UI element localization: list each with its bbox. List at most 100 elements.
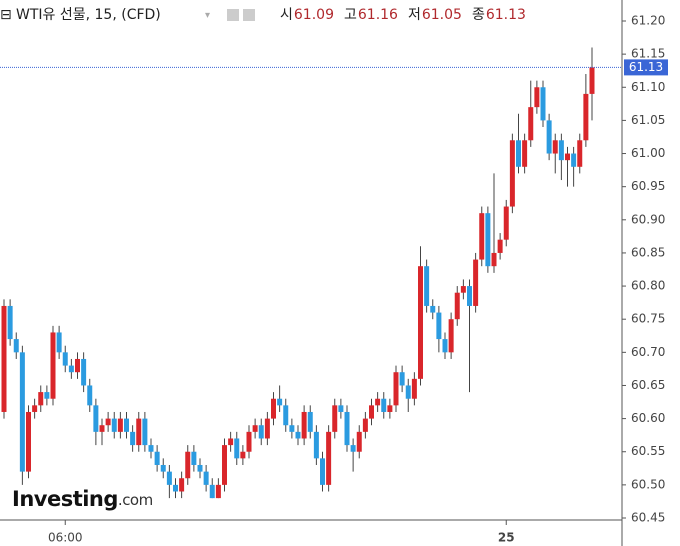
logo: Investing.com <box>12 487 153 511</box>
candle-body <box>307 411 313 432</box>
candle-body <box>418 266 423 379</box>
candle-body <box>448 319 454 353</box>
x-tick-label: 06:00 <box>48 531 83 545</box>
candle-body <box>105 418 111 426</box>
candle-body <box>75 358 80 373</box>
candle-body <box>577 140 583 167</box>
candle-body <box>258 425 264 439</box>
candle-body <box>326 431 332 485</box>
candle-body <box>124 418 129 432</box>
legend-label: 고 <box>344 7 357 23</box>
candle-body <box>424 266 430 306</box>
candle-body <box>228 438 234 446</box>
candle-body <box>252 425 258 432</box>
y-tick-label: 61.20 <box>631 14 665 28</box>
y-tick-label: 61.00 <box>631 146 665 160</box>
candle-body <box>460 286 466 293</box>
ohlc-legend: 시 61.09 고 61.16 저 61.05 종 61.13 <box>280 7 526 23</box>
logo-main: Investing <box>12 487 118 511</box>
candle-body <box>399 372 405 386</box>
x-tick-label: 25 <box>498 531 515 545</box>
y-tick-label: 60.60 <box>631 411 665 425</box>
plot <box>1 47 595 499</box>
y-tick-label: 60.65 <box>631 378 665 392</box>
candle-body <box>509 140 515 207</box>
candle-body <box>1 305 7 412</box>
visibility-icon[interactable] <box>227 9 239 21</box>
candle-body <box>381 398 387 412</box>
y-tick-label: 60.75 <box>631 312 665 326</box>
candle-body <box>552 140 558 154</box>
candle-body <box>277 398 283 406</box>
candle-body <box>528 107 534 141</box>
candle-body <box>68 365 74 373</box>
candle-body <box>50 332 56 399</box>
legend-value: 61.16 <box>358 7 398 23</box>
candle-body <box>583 93 589 141</box>
candle-body <box>185 451 191 479</box>
y-tick-label: 60.70 <box>631 345 665 359</box>
candle-body <box>264 418 270 439</box>
candle-body <box>111 418 117 432</box>
candle-body <box>369 405 374 419</box>
candle-body <box>534 87 540 108</box>
candle-body <box>197 464 203 472</box>
legend-value: 61.13 <box>486 7 526 23</box>
collapse-icon[interactable]: ⊟ <box>0 7 12 23</box>
candle-body <box>142 418 148 446</box>
candle-body <box>467 286 472 306</box>
y-tick-label: 60.85 <box>631 245 665 259</box>
candle-body <box>362 418 368 432</box>
candle-body <box>56 332 62 353</box>
candle-body <box>454 292 460 320</box>
candle-body <box>215 484 221 499</box>
candle-body <box>320 458 325 485</box>
candle-body <box>179 478 185 492</box>
candle-body <box>473 259 479 306</box>
y-tick-label: 60.95 <box>631 179 665 193</box>
candle-body <box>7 305 13 340</box>
legend-label: 저 <box>408 7 421 23</box>
candle-body <box>516 140 521 167</box>
y-tick-label: 61.15 <box>631 47 665 61</box>
y-tick-label: 60.50 <box>631 477 665 491</box>
candle-body <box>166 471 172 485</box>
logo-suffix: .com <box>118 491 153 509</box>
candle-body <box>32 405 38 412</box>
candle-body <box>19 352 25 472</box>
candle-body <box>295 431 301 439</box>
dropdown-arrow[interactable]: ▾ <box>205 10 210 21</box>
y-tick-label: 60.55 <box>631 444 665 458</box>
candle-body <box>491 252 497 267</box>
candle-body <box>393 372 399 406</box>
y-tick-label: 61.05 <box>631 113 665 127</box>
candle-body <box>350 445 356 452</box>
candle-body <box>387 405 393 412</box>
candle-body <box>93 405 99 432</box>
candle-body <box>38 392 44 406</box>
candle-body <box>356 431 362 452</box>
candle-body <box>411 378 417 399</box>
candle-body <box>87 385 93 406</box>
candle-body <box>99 425 105 432</box>
last-price-box <box>624 59 668 76</box>
candle-body <box>522 140 528 167</box>
settings-icon[interactable] <box>243 9 255 21</box>
candle-body <box>154 451 160 465</box>
candle-body <box>540 87 546 121</box>
candle-body <box>338 405 344 412</box>
candle-body <box>191 451 197 465</box>
candle-body <box>246 431 252 452</box>
candle-body <box>313 431 319 459</box>
candle-body <box>485 213 491 267</box>
y-tick-label: 60.45 <box>631 511 665 525</box>
candle-body <box>271 398 276 419</box>
candle-body <box>571 153 577 167</box>
legend-label: 종 <box>472 7 485 23</box>
candle-body <box>344 411 350 446</box>
candle-body <box>565 153 570 161</box>
candle-body <box>62 352 68 366</box>
candle-body <box>81 358 87 386</box>
chart-title: WTI유 선물, 15, (CFD) <box>16 7 161 23</box>
